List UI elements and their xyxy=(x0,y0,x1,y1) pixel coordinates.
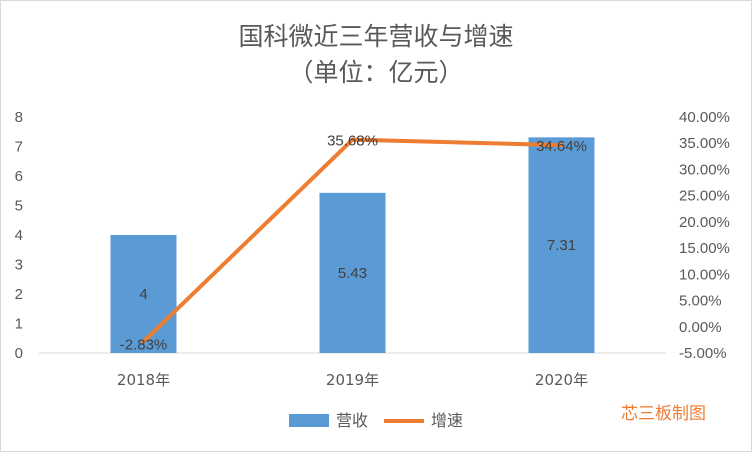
right-tick-label: 35.00% xyxy=(679,135,730,152)
legend: 营收 增速 xyxy=(289,411,463,430)
chart-subtitle: （单位：亿元） xyxy=(288,58,463,87)
legend-swatch-revenue xyxy=(289,414,329,427)
right-tick-label: 0.00% xyxy=(679,319,722,336)
right-tick-label: 15.00% xyxy=(679,240,730,257)
revenue-bar xyxy=(528,137,595,353)
revenue-bar xyxy=(110,235,177,353)
right-axis-ticks: -5.00% 0.00% 5.00% 10.00% 15.00% 20.00% 25.00%… xyxy=(679,109,730,362)
growth-data-label: 35.68% xyxy=(327,133,378,150)
left-tick-label: 7 xyxy=(15,139,23,156)
chart-title: 国科微近三年营收与增速 xyxy=(238,22,513,51)
right-tick-label: 5.00% xyxy=(679,293,722,310)
category-label: 2020年 xyxy=(535,371,588,389)
right-tick-label: 25.00% xyxy=(679,188,730,205)
left-tick-label: 5 xyxy=(15,198,23,215)
right-tick-label: 10.00% xyxy=(679,266,730,283)
right-tick-label: 40.00% xyxy=(679,109,730,126)
revenue-data-label: 7.31 xyxy=(547,237,576,254)
revenue-bar xyxy=(319,192,386,353)
revenue-data-label: 4 xyxy=(139,286,147,303)
left-tick-label: 6 xyxy=(15,168,23,185)
left-tick-label: 1 xyxy=(15,316,23,333)
left-tick-label: 0 xyxy=(15,345,23,362)
left-tick-label: 2 xyxy=(15,286,23,303)
right-tick-label: 30.00% xyxy=(679,161,730,178)
growth-point xyxy=(559,143,564,148)
growth-data-label: -2.83% xyxy=(120,337,168,354)
category-label: 2019年 xyxy=(326,371,379,389)
left-tick-label: 8 xyxy=(15,109,23,126)
growth-point xyxy=(350,137,355,142)
right-tick-label: -5.00% xyxy=(679,345,727,362)
revenue-data-label: 5.43 xyxy=(338,265,367,282)
watermark: 芯三板制图 xyxy=(621,404,706,424)
left-tick-label: 4 xyxy=(15,227,23,244)
legend-label-revenue: 营收 xyxy=(336,411,368,430)
legend-label-growth: 增速 xyxy=(431,411,463,430)
left-axis-ticks: 0 1 2 3 4 5 6 7 8 xyxy=(15,109,23,362)
left-tick-label: 3 xyxy=(15,257,23,274)
category-labels: 2018年 2019年 2020年 xyxy=(117,371,588,389)
data-labels: 4 5.43 7.31 -2.83% 35.68% 34.64% xyxy=(120,133,587,354)
right-tick-label: 20.00% xyxy=(679,214,730,231)
growth-point xyxy=(141,339,146,344)
bar-series xyxy=(110,137,595,353)
line-series xyxy=(141,137,564,344)
category-label: 2018年 xyxy=(117,371,170,389)
growth-data-label: 34.64% xyxy=(536,138,587,155)
